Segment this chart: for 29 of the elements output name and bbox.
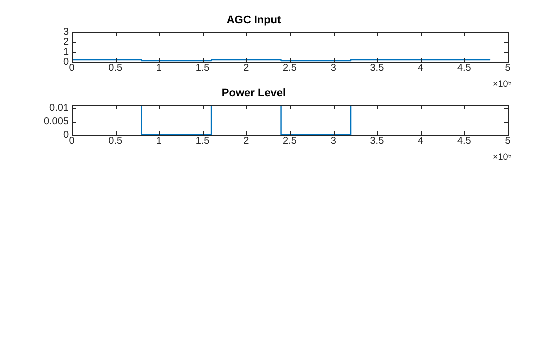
- x-tick-label: 2: [244, 136, 250, 147]
- x-tick-label: 0.5: [108, 136, 123, 147]
- y-tick-label: 2: [63, 36, 70, 48]
- x-tick-label: 4.5: [457, 136, 472, 147]
- x-tick-label: 4: [418, 136, 424, 147]
- x-tick-label: 5: [505, 62, 512, 74]
- x-tick-label: 3: [330, 136, 337, 147]
- x-tick-label: 1.5: [196, 136, 210, 147]
- chart-title: Power Level: [222, 88, 286, 100]
- x-tick-label: 1: [156, 62, 162, 74]
- x-tick-label: 3.5: [370, 136, 385, 147]
- x-tick-label: 0.5: [108, 62, 123, 74]
- x-tick-label: 2.5: [283, 62, 298, 74]
- x-tick-label: 1: [156, 136, 162, 147]
- text: ×10⁵: [493, 78, 512, 89]
- x-tick-label: 2: [244, 62, 250, 74]
- x-tick-label: 3: [330, 62, 337, 74]
- chart-title: AGC Input: [226, 14, 282, 27]
- y-tick-label: 1: [63, 46, 70, 58]
- text: ×10⁵: [493, 152, 512, 162]
- y-tick-label: 3: [63, 26, 70, 38]
- x-tick-label: 4: [418, 62, 424, 74]
- y-tick-label: 0.01: [50, 103, 70, 114]
- x-tick-label: 1.5: [196, 62, 210, 74]
- x-tick-label: 2.5: [283, 136, 298, 147]
- y-tick-label: 0.005: [44, 116, 70, 128]
- x-tick-label: 5: [505, 136, 512, 147]
- x-tick-label: 4.5: [457, 62, 472, 74]
- x-tick-label: 3.5: [370, 62, 385, 74]
